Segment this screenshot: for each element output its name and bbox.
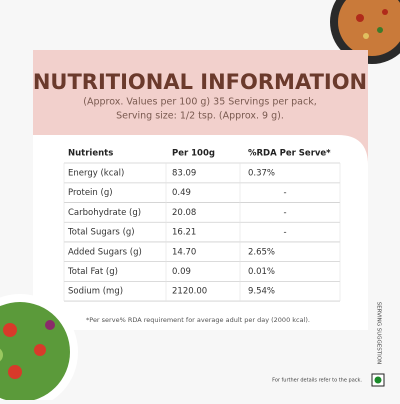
- table-cell: 9.54%: [248, 287, 275, 297]
- table-cell: Total Sugars (g): [67, 228, 135, 238]
- subtitle: (Approx. Values per 100 g) 35 Servings p…: [83, 97, 316, 108]
- table-cell: Added Sugars (g): [68, 247, 142, 257]
- table-cell: -: [283, 188, 286, 198]
- table-cell: 0.09: [172, 267, 191, 277]
- table-cell: 83.09: [172, 169, 196, 179]
- table-cell: 2120.00: [172, 287, 207, 297]
- rice-bowl-image: [330, 0, 400, 64]
- footer: For further details refer to the pack.: [272, 378, 362, 384]
- title: NUTRITIONAL INFORMATION: [33, 70, 367, 94]
- veg-icon: [371, 373, 385, 387]
- subtitle: Serving size: 1/2 tsp. (Approx. 9 g).: [116, 111, 284, 122]
- nutrition-table: Nutrients Per 100g %RDA Per Serve* Energy (…: [63, 149, 341, 302]
- table-cell: 14.70: [172, 247, 196, 257]
- table-cell: Protein (g): [68, 188, 113, 198]
- table-cell: 16.21: [172, 228, 196, 238]
- table-cell: -: [283, 228, 286, 238]
- table-cell: Carbohydrate (g): [68, 208, 141, 218]
- table-header: Per 100g: [172, 149, 215, 159]
- side-label: SERVING SUGGESTION: [376, 302, 382, 364]
- table-cell: 20.08: [172, 208, 196, 218]
- table-cell: Sodium (mg): [68, 287, 123, 297]
- table-header: Nutrients: [68, 149, 113, 159]
- salad-image: [0, 294, 78, 404]
- table-cell: Total Fat (g): [67, 267, 118, 277]
- table-header: %RDA Per Serve*: [248, 149, 331, 159]
- table-cell: -: [283, 208, 286, 218]
- table-cell: 0.49: [172, 188, 191, 198]
- table-cell: 0.37%: [248, 169, 275, 179]
- footnote: *Per serve% RDA requirement for average …: [86, 316, 310, 324]
- table-cell: Energy (kcal): [68, 169, 124, 179]
- table-cell: 0.01%: [248, 267, 275, 277]
- table-cell: 2.65%: [248, 247, 275, 257]
